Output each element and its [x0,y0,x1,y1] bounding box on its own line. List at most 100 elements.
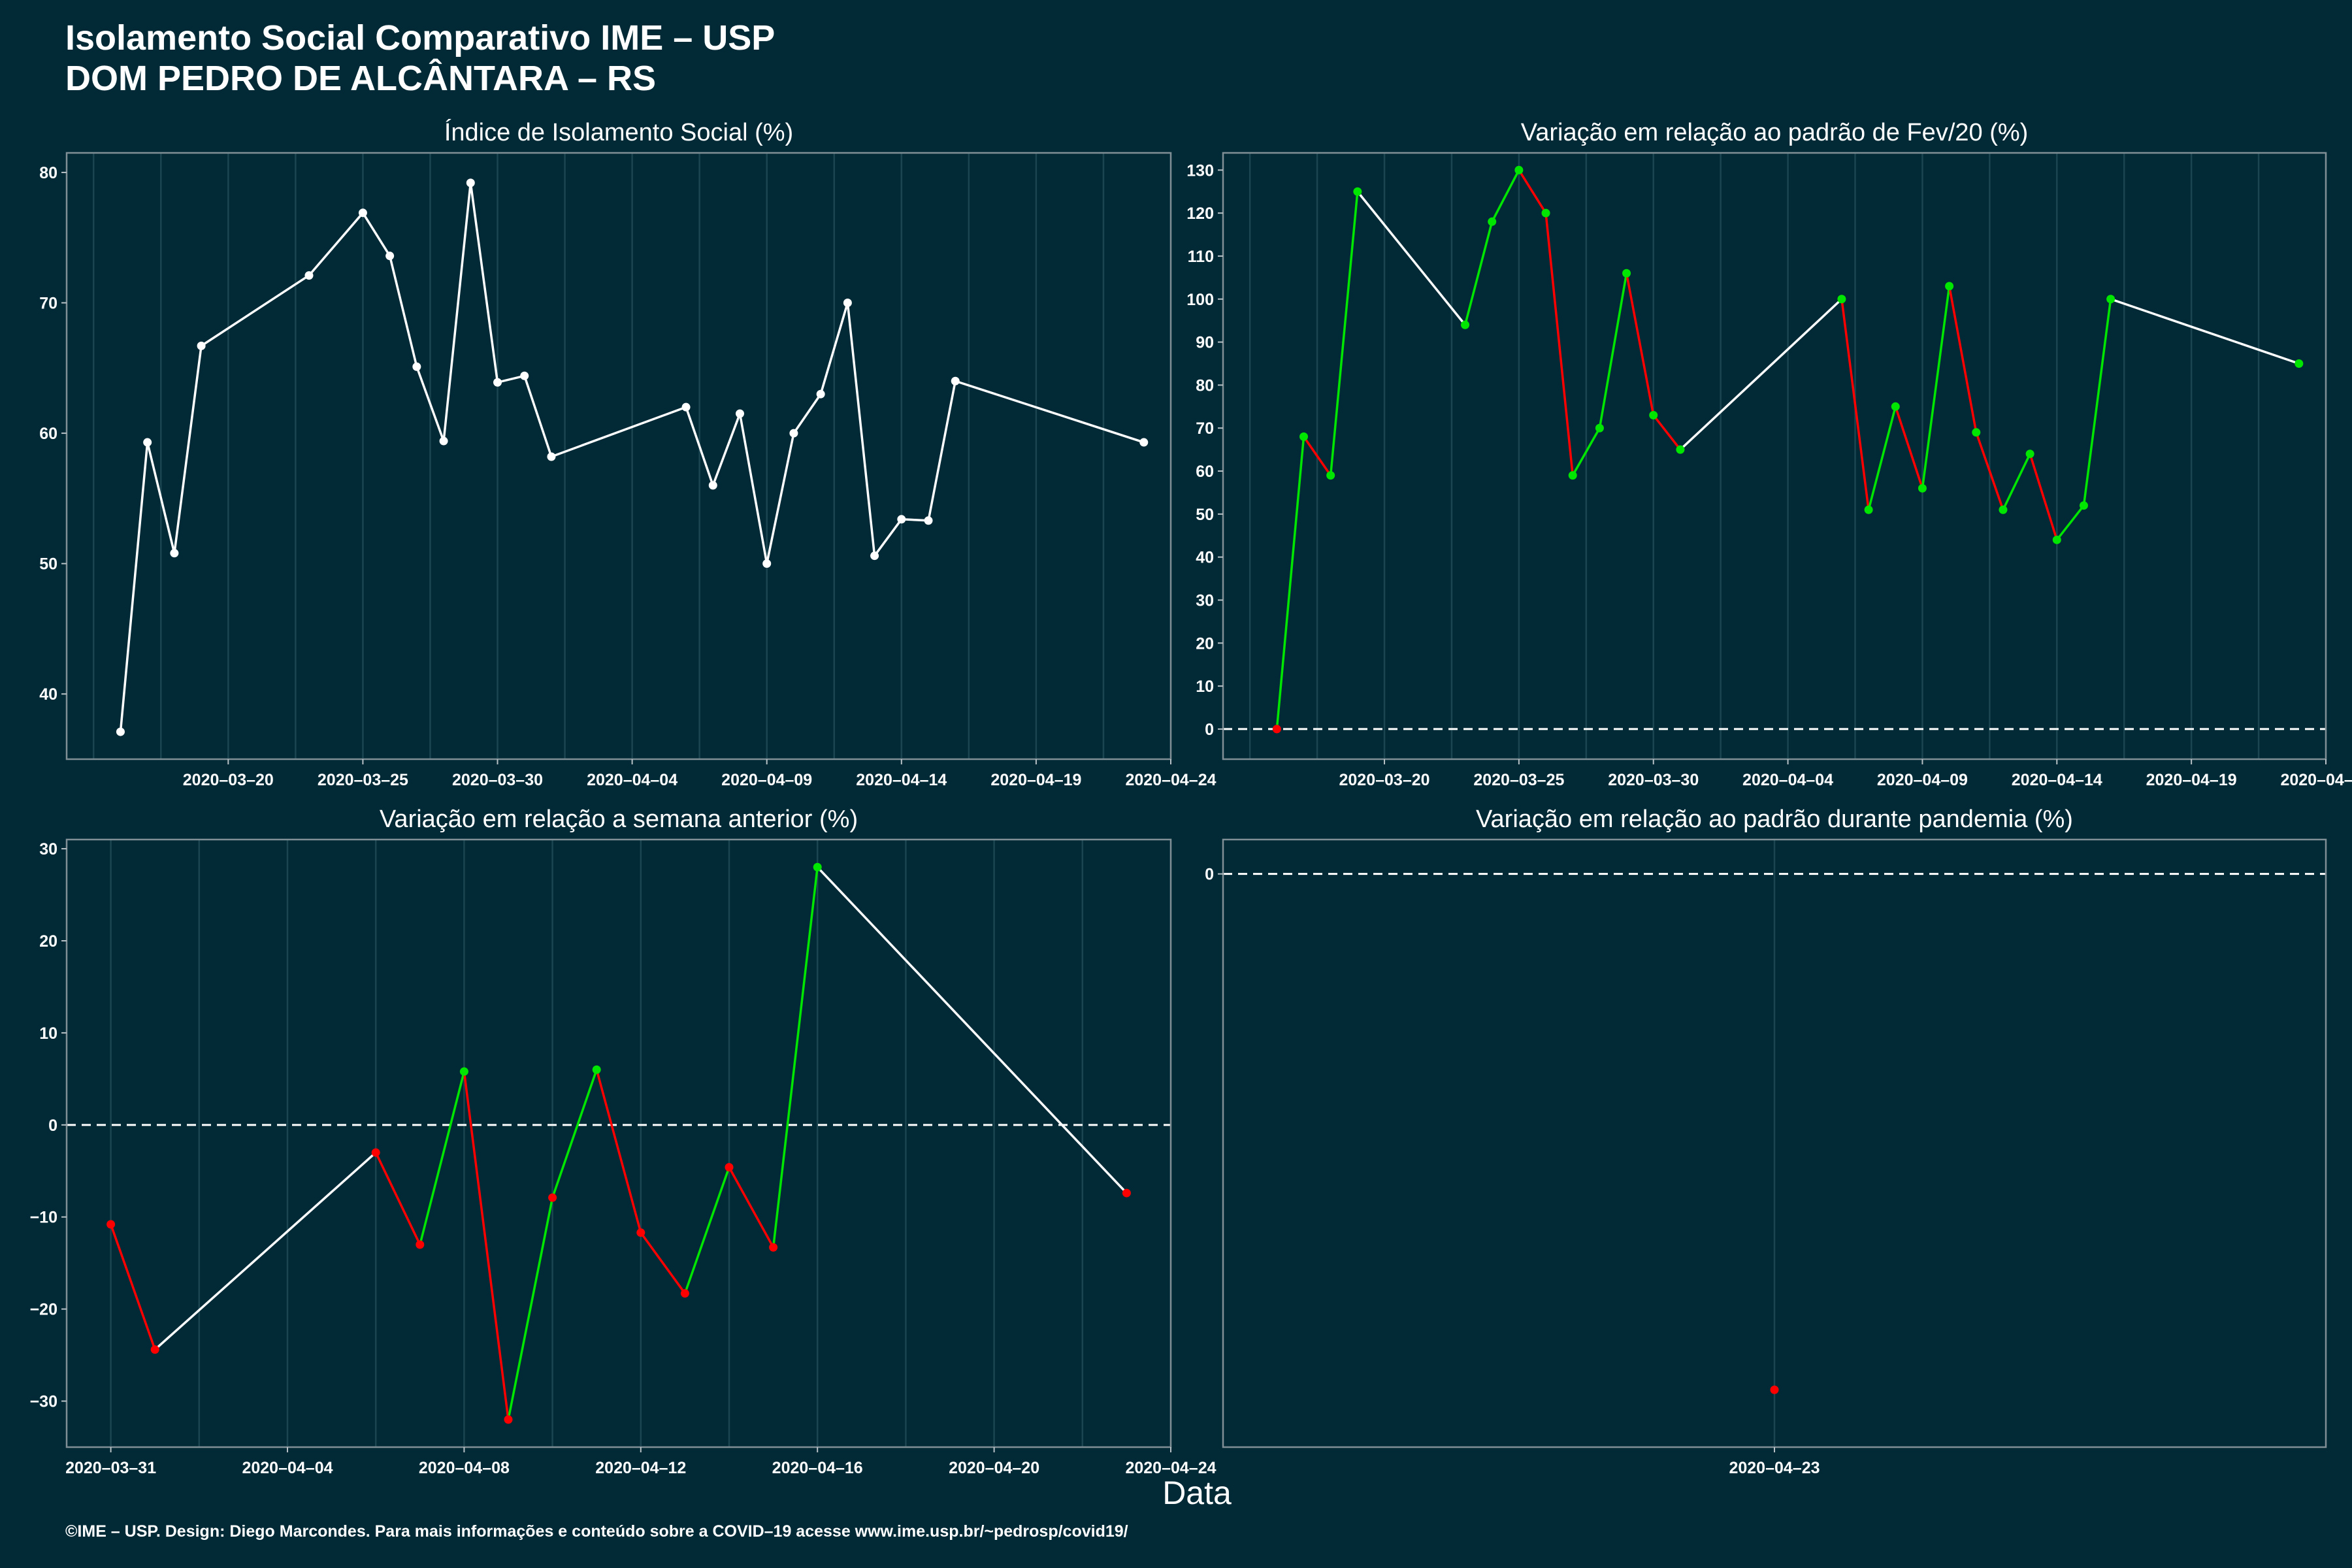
data-point [592,1065,601,1074]
series-segment [1652,414,1682,451]
series-segment [1975,431,2004,512]
y-tick-label: 0 [1205,866,1214,884]
series-segment [819,301,849,395]
series-segment [550,406,687,458]
data-point [769,1243,778,1252]
data-point [680,1289,689,1298]
series-segment [200,274,310,348]
x-tick-label: 2020–04–19 [2146,771,2237,789]
data-point [843,299,852,308]
x-tick-label: 2020–04–24 [1125,1459,1216,1477]
series-segment [1598,272,1628,429]
data-point [371,1148,380,1157]
data-point [1622,269,1631,278]
data-point [1568,471,1577,480]
data-point [1122,1188,1131,1198]
y-tick-label: −30 [30,1393,57,1411]
series-segment [173,344,203,555]
x-tick-label: 2020–03–31 [65,1459,156,1477]
series-segment [1518,169,1547,214]
series-segment [1356,190,1467,327]
data-point [412,362,421,371]
x-tick-label: 2020–04–24 [2280,771,2352,789]
data-point [493,378,502,387]
y-tick-label: 80 [1196,376,1214,395]
x-tick-label: 2020–04–16 [772,1459,863,1477]
data-point [358,208,367,218]
x-tick-label: 2020–04–12 [595,1459,686,1477]
y-tick-label: −10 [30,1209,57,1227]
series-segment [551,1068,598,1199]
y-tick-label: 20 [1196,634,1214,653]
series-segment [900,518,930,522]
x-tick-label: 2020–04–14 [856,771,947,789]
data-point [547,452,556,461]
data-point [2052,535,2061,544]
y-tick-label: 100 [1186,291,1214,309]
figure-title-line2: DOM PEDRO DE ALCÂNTARA – RS [65,58,656,98]
y-tick-label: 60 [1196,463,1214,481]
series-segment [146,441,176,555]
data-point [548,1193,557,1202]
x-tick-label: 2020–04–24 [1125,771,1216,789]
data-point [439,436,448,446]
series-segment [119,441,149,733]
series-segment [711,412,742,487]
panel-title: Variação em relação ao padrão durante pa… [1476,806,2073,833]
data-point [2025,449,2034,459]
series-segment [738,412,768,565]
data-point [762,559,772,568]
x-axis-title: Data [1162,1475,1232,1511]
data-point [1272,725,1281,734]
y-tick-label: 50 [39,555,57,574]
x-tick-label: 2020–04–23 [1729,1459,1820,1477]
data-point [2295,359,2304,368]
data-point [1649,410,1658,419]
series-segment [1544,212,1574,477]
series-segment [2029,452,2059,542]
series-segment [2082,298,2112,507]
data-point [636,1228,645,1237]
series-segment [816,866,1128,1194]
x-tick-label: 2020–04–04 [1742,771,1833,789]
y-tick-label: 30 [1196,591,1214,610]
series-segment [469,182,499,384]
series-segment [927,380,956,522]
series-segment [2109,298,2300,365]
data-point [459,1067,468,1076]
series-segment [463,1070,510,1421]
series-segment [1329,190,1359,477]
data-point [504,1415,513,1424]
y-tick-label: 40 [1196,549,1214,567]
series-segment [442,182,472,442]
x-tick-label: 2020–04–09 [721,771,812,789]
x-tick-label: 2020–03–20 [1339,771,1430,789]
data-point [520,371,529,380]
x-tick-label: 2020–04–04 [242,1459,333,1477]
y-tick-label: 70 [1196,419,1214,438]
series-segment [496,374,526,384]
panel-variation-pandemic: Variação em relação ao padrão durante pa… [1205,806,2327,1477]
panel-frame [65,152,1172,760]
data-point [735,409,744,418]
series-segment [1275,435,1305,730]
y-tick-label: 10 [1196,678,1214,696]
panel-frame [65,838,1172,1448]
data-point [2106,295,2115,304]
y-tick-label: 110 [1188,248,1214,266]
panel-variation-feb: Variação em relação ao padrão de Fev/20 … [1186,119,2352,789]
series-segment [772,866,819,1249]
series-segment [1302,435,1332,477]
series-segment [154,1151,377,1351]
y-tick-label: 70 [39,295,57,313]
x-tick-label: 2020–03–30 [452,771,543,789]
data-point [816,389,825,399]
data-point [789,429,798,438]
data-point [1139,438,1149,447]
y-tick-label: −20 [30,1301,57,1319]
y-tick-label: 0 [1205,721,1214,739]
data-point [870,551,879,561]
x-tick-label: 2020–04–09 [1877,771,1968,789]
x-tick-label: 2020–04–04 [587,771,678,789]
data-point [813,862,822,872]
